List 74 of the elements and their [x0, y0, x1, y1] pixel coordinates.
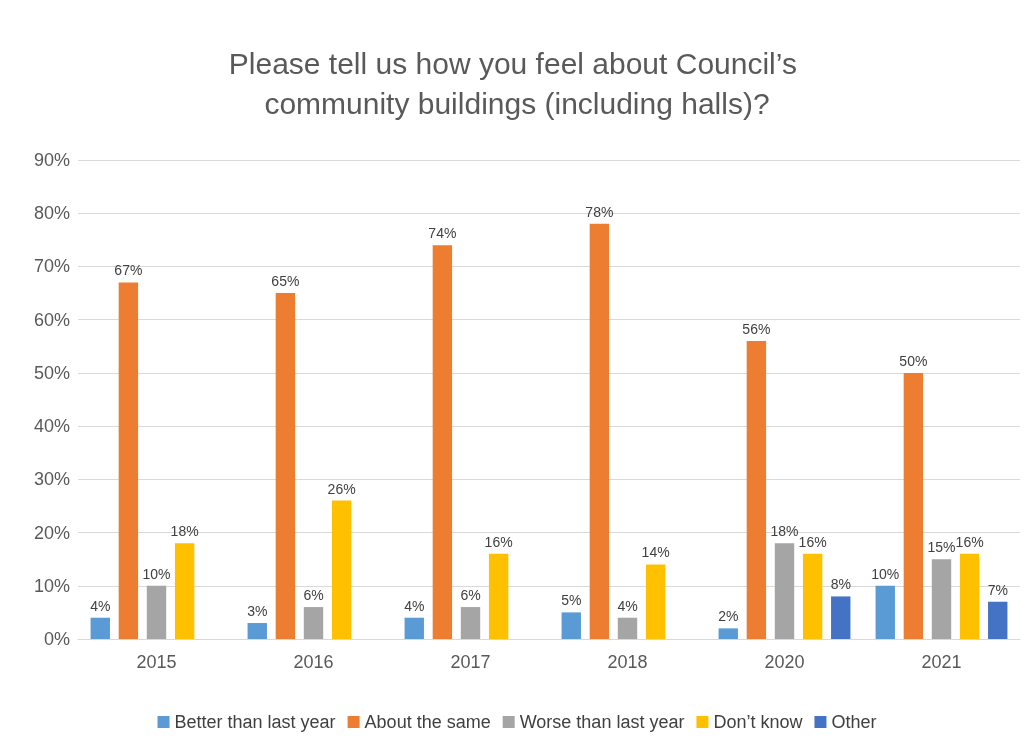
y-tick-label: 10%: [33, 575, 70, 596]
data-label: 5%: [561, 592, 582, 609]
data-label: 7%: [987, 581, 1008, 598]
bar: [746, 340, 767, 639]
data-label: 18%: [770, 523, 799, 540]
x-tick-label: 2021: [921, 652, 962, 672]
data-label: 10%: [142, 565, 171, 582]
bar: [903, 372, 924, 639]
bar: [931, 559, 952, 639]
y-tick-label: 40%: [33, 416, 70, 437]
data-label: 74%: [428, 225, 457, 242]
legend-label: Don’t know: [713, 712, 804, 732]
data-label: 4%: [617, 597, 638, 614]
data-label: 6%: [460, 587, 481, 604]
data-label: 3%: [247, 603, 268, 620]
bar: [146, 585, 167, 639]
bar: [488, 553, 509, 639]
bar: [118, 282, 139, 639]
data-label: 14%: [641, 544, 670, 561]
data-label: 26%: [327, 480, 356, 497]
bar: [247, 623, 267, 639]
data-label: 4%: [404, 597, 425, 614]
bar: [432, 245, 453, 639]
data-label: 16%: [484, 533, 513, 550]
y-tick-label: 60%: [33, 309, 70, 330]
bar: [802, 553, 823, 639]
data-label: 4%: [90, 597, 111, 614]
data-label: 6%: [303, 587, 324, 604]
y-tick-label: 90%: [33, 150, 70, 170]
x-tick-label: 2018: [607, 652, 648, 672]
x-tick-label: 2020: [764, 652, 805, 672]
legend-label: Worse than last year: [519, 712, 685, 732]
bar: [875, 585, 895, 639]
y-tick-label: 70%: [33, 256, 70, 277]
bar: [460, 607, 481, 639]
data-label: 78%: [585, 203, 614, 220]
bar: [959, 553, 980, 639]
data-label: 8%: [830, 576, 851, 593]
bar: [718, 628, 738, 639]
bar: [331, 500, 352, 639]
x-tick-label: 2017: [450, 652, 491, 672]
legend-label: Better than last year: [174, 712, 336, 732]
bar: [589, 223, 610, 639]
data-label: 18%: [170, 523, 199, 540]
y-tick-label: 20%: [33, 522, 70, 543]
bar: [275, 293, 296, 639]
legend-label: Other: [831, 712, 877, 732]
data-label: 15%: [927, 539, 956, 556]
data-label: 16%: [955, 533, 984, 550]
x-tick-label: 2015: [136, 652, 177, 672]
data-label: 56%: [742, 320, 771, 337]
data-label: 50%: [899, 352, 928, 369]
data-label: 16%: [798, 533, 827, 550]
bar: [988, 601, 1008, 639]
bar: [617, 617, 638, 639]
bar: [831, 596, 851, 639]
legend-label: About the same: [364, 712, 491, 732]
x-tick-label: 2016: [293, 652, 334, 672]
bar: [561, 612, 581, 639]
y-tick-label: 80%: [33, 203, 70, 224]
bar: [645, 564, 666, 639]
bar: [774, 543, 795, 639]
data-label: 65%: [271, 273, 300, 290]
bar: [404, 617, 424, 639]
y-tick-label: 50%: [33, 362, 70, 383]
bar: [90, 617, 110, 639]
chart-title: Please tell us how you feel about Council’s community buildings (including halls)?: [228, 46, 806, 120]
bar: [174, 543, 195, 639]
data-label: 10%: [871, 565, 900, 582]
y-tick-label: 30%: [33, 469, 70, 490]
y-tick-label: 0%: [43, 629, 70, 649]
data-label: 67%: [114, 262, 143, 279]
bar: [303, 607, 324, 639]
data-label: 2%: [718, 608, 739, 625]
